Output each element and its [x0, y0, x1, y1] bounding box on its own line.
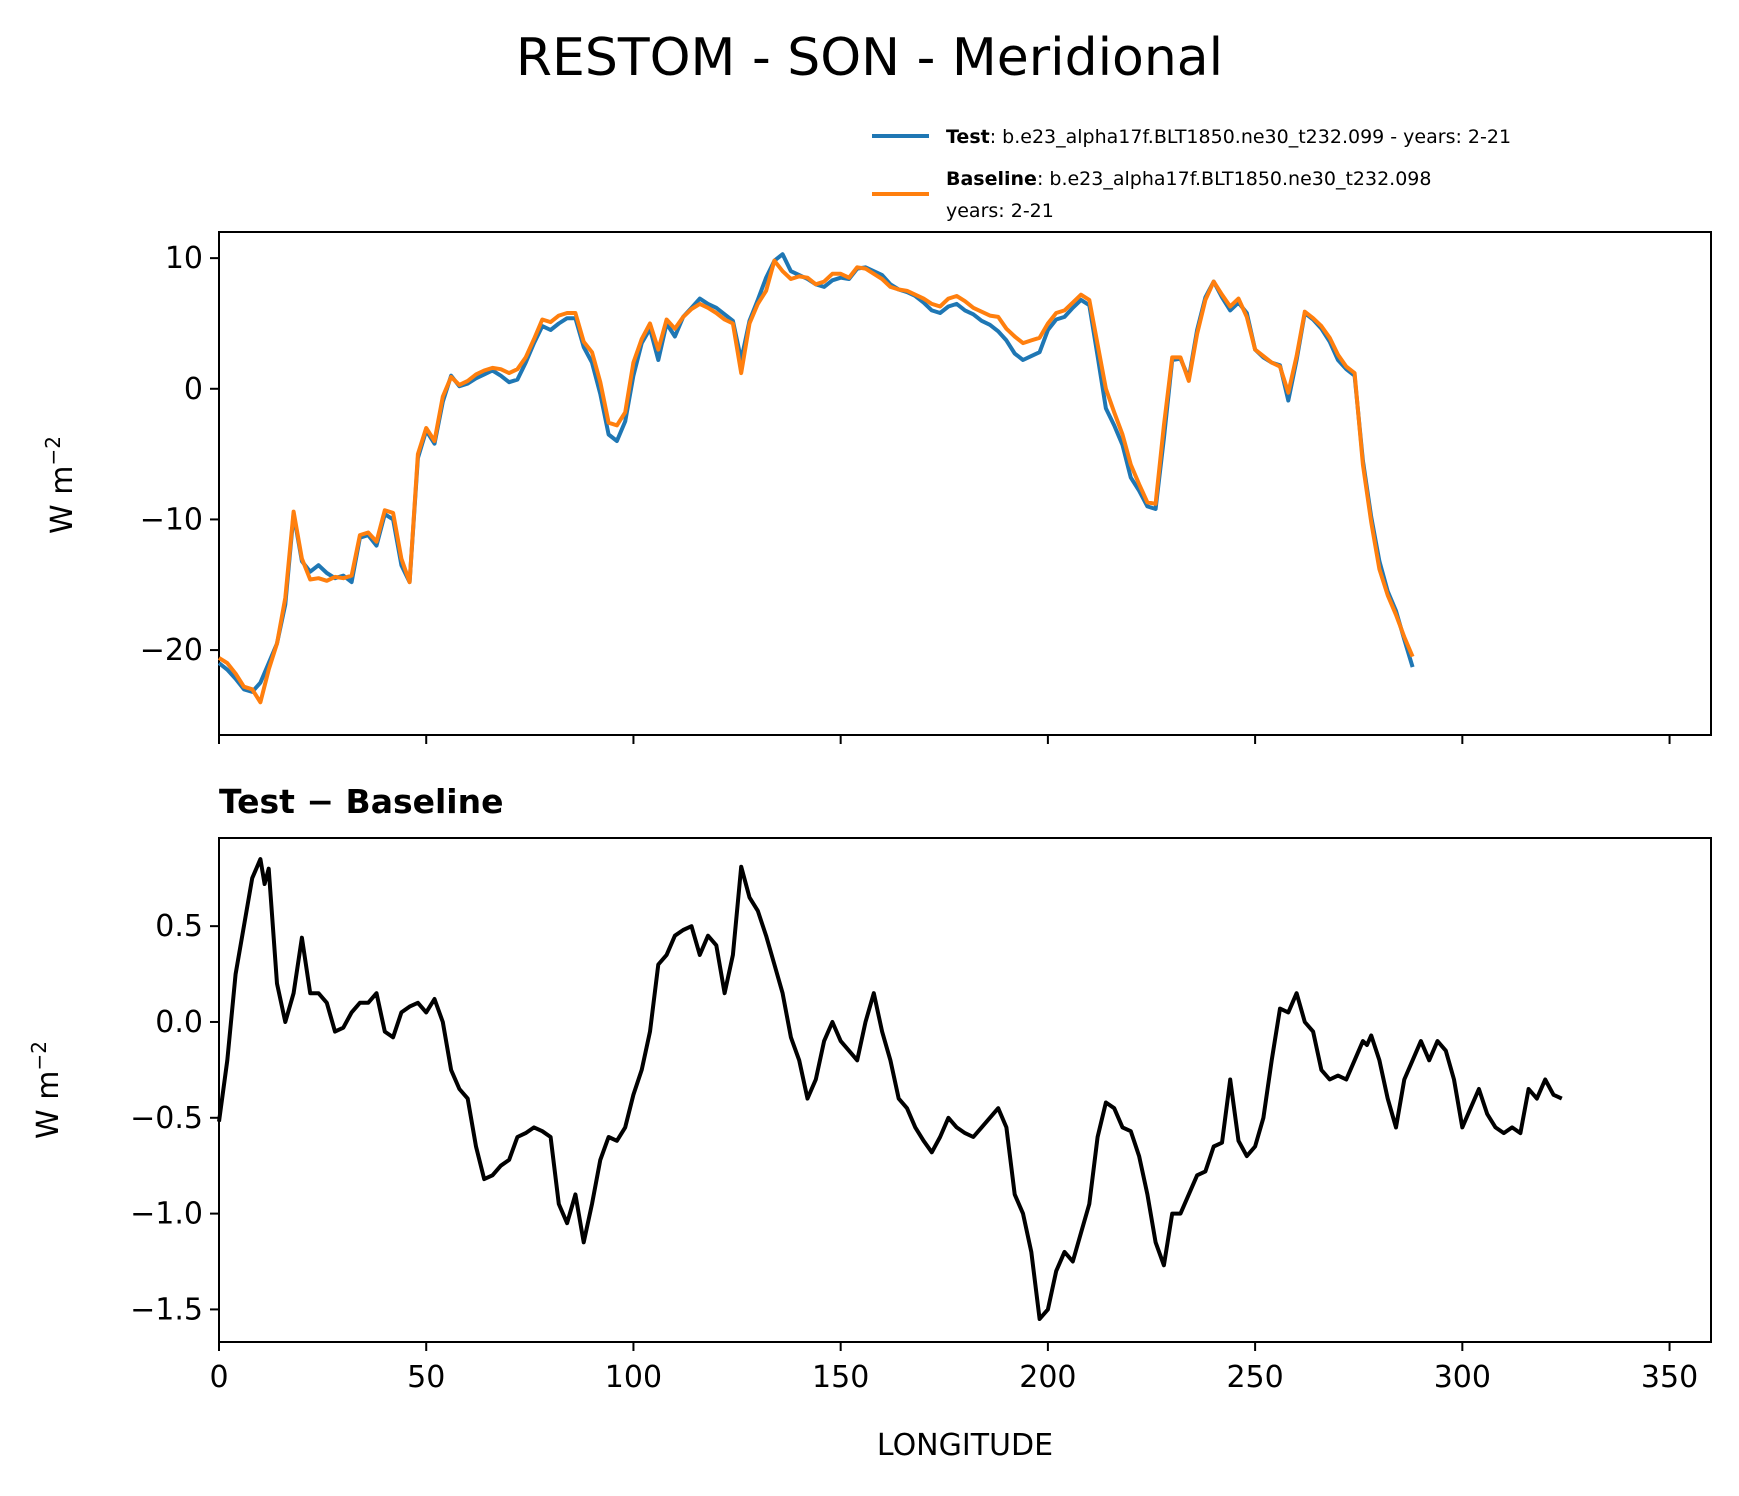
top-series-test — [217, 252, 1415, 694]
top-y-tick-label: −20 — [140, 633, 203, 668]
bottom-panel: Test − Baseline 0.5 0.0 −0.5 −1.0 −1.5 0 50 10… — [27, 782, 1712, 1463]
chart-title: RESTOM - SON - Meridional — [516, 28, 1223, 88]
bottom-x-tick-label: 150 — [812, 1360, 869, 1395]
legend-baseline-years: years: 2-21 — [946, 200, 1054, 222]
bottom-x-ticks: 0 50 100 150 200 250 300 350 — [209, 1342, 1698, 1395]
legend-baseline-label: Baseline: b.e23_alpha17f.BLT1850.ne30_t2… — [946, 168, 1431, 190]
top-y-tick-label: 0 — [184, 372, 203, 407]
top-y-axis-label: W m−2 — [41, 436, 80, 534]
bottom-y-tick-label: −0.5 — [130, 1101, 203, 1136]
bottom-x-tick-label: 300 — [1434, 1360, 1491, 1395]
bottom-x-tick-label: 250 — [1226, 1360, 1283, 1395]
bottom-x-tick-label: 200 — [1019, 1360, 1076, 1395]
legend-test-text: : b.e23_alpha17f.BLT1850.ne30_t232.099 -… — [990, 126, 1511, 148]
bottom-y-tick-label: −1.0 — [130, 1197, 203, 1232]
top-y-ticks: 10 0 −10 −20 — [140, 241, 219, 668]
legend-baseline-key: Baseline — [946, 168, 1037, 190]
top-y-tick-label: −10 — [140, 502, 203, 537]
bottom-y-tick-label: 0.5 — [155, 909, 203, 944]
legend: Test: b.e23_alpha17f.BLT1850.ne30_t232.0… — [872, 126, 1511, 222]
bottom-panel-subtitle: Test − Baseline — [219, 782, 504, 821]
bottom-x-tick-label: 100 — [605, 1360, 662, 1395]
bottom-y-tick-label: 0.0 — [155, 1005, 203, 1040]
bottom-panel-frame — [218, 837, 1712, 1343]
bottom-x-tick-label: 50 — [407, 1360, 445, 1395]
top-panel: 10 0 −10 −20 W m−2 — [41, 231, 1712, 744]
top-panel-frame — [218, 231, 1712, 736]
legend-test-key: Test — [946, 126, 990, 148]
legend-baseline-text: : b.e23_alpha17f.BLT1850.ne30_t232.098 — [1037, 168, 1432, 190]
top-series — [217, 252, 1415, 705]
bottom-x-tick-label: 350 — [1641, 1360, 1698, 1395]
top-series-baseline — [217, 258, 1415, 705]
bottom-x-tick-label: 0 — [209, 1360, 228, 1395]
top-x-ticks — [218, 735, 1671, 744]
top-y-tick-label: 10 — [165, 241, 203, 276]
bottom-series-test-baseline — [217, 857, 1563, 1321]
bottom-series — [217, 857, 1563, 1321]
legend-test-label: Test: b.e23_alpha17f.BLT1850.ne30_t232.0… — [946, 126, 1511, 148]
bottom-y-tick-label: −1.5 — [130, 1292, 203, 1327]
bottom-y-axis-label: W m−2 — [27, 1041, 66, 1139]
bottom-y-ticks: 0.5 0.0 −0.5 −1.0 −1.5 — [130, 909, 219, 1327]
x-axis-label: LONGITUDE — [877, 1428, 1053, 1463]
